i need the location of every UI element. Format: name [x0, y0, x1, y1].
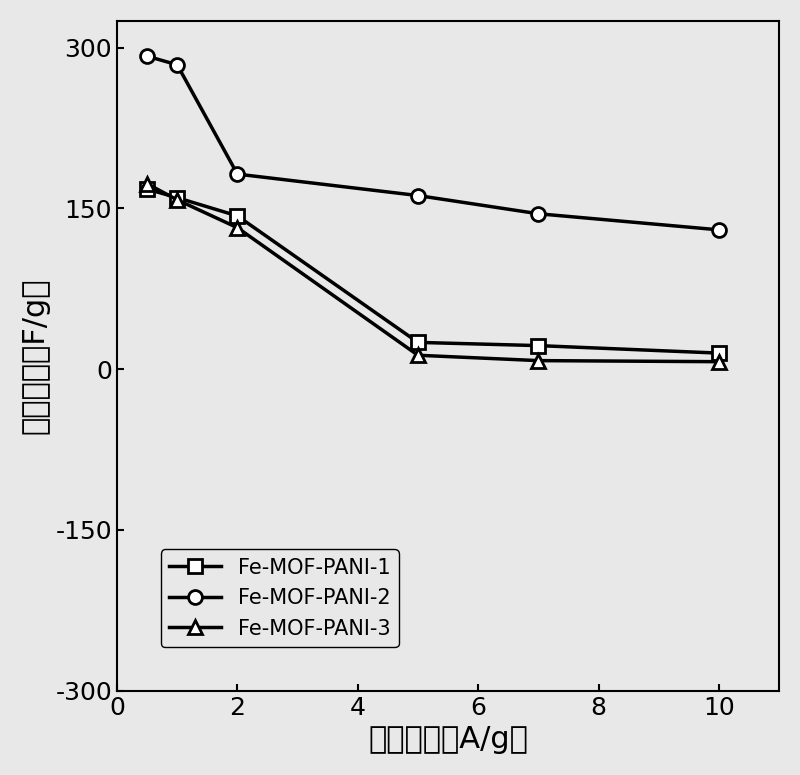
Line: Fe-MOF-PANI-3: Fe-MOF-PANI-3: [140, 177, 726, 369]
Y-axis label: 比电容量（F/g）: 比电容量（F/g）: [21, 277, 50, 434]
Fe-MOF-PANI-3: [172, 195, 182, 205]
Fe-MOF-PANI-1: [233, 212, 242, 221]
Fe-MOF-PANI-2: [142, 52, 152, 61]
X-axis label: 电流密度（A/g）: 电流密度（A/g）: [368, 725, 528, 754]
Line: Fe-MOF-PANI-2: Fe-MOF-PANI-2: [140, 50, 726, 237]
Fe-MOF-PANI-2: [534, 209, 543, 219]
Fe-MOF-PANI-3: [714, 357, 724, 367]
Fe-MOF-PANI-3: [142, 179, 152, 188]
Fe-MOF-PANI-3: [534, 356, 543, 365]
Fe-MOF-PANI-3: [413, 350, 422, 360]
Fe-MOF-PANI-1: [142, 184, 152, 194]
Line: Fe-MOF-PANI-1: Fe-MOF-PANI-1: [140, 182, 726, 360]
Fe-MOF-PANI-2: [714, 226, 724, 235]
Fe-MOF-PANI-3: [233, 223, 242, 232]
Fe-MOF-PANI-1: [413, 338, 422, 347]
Fe-MOF-PANI-1: [534, 341, 543, 350]
Fe-MOF-PANI-2: [172, 60, 182, 70]
Fe-MOF-PANI-2: [233, 170, 242, 179]
Legend: Fe-MOF-PANI-1, Fe-MOF-PANI-2, Fe-MOF-PANI-3: Fe-MOF-PANI-1, Fe-MOF-PANI-2, Fe-MOF-PAN…: [161, 549, 398, 647]
Fe-MOF-PANI-2: [413, 191, 422, 200]
Fe-MOF-PANI-1: [714, 349, 724, 358]
Fe-MOF-PANI-1: [172, 193, 182, 202]
